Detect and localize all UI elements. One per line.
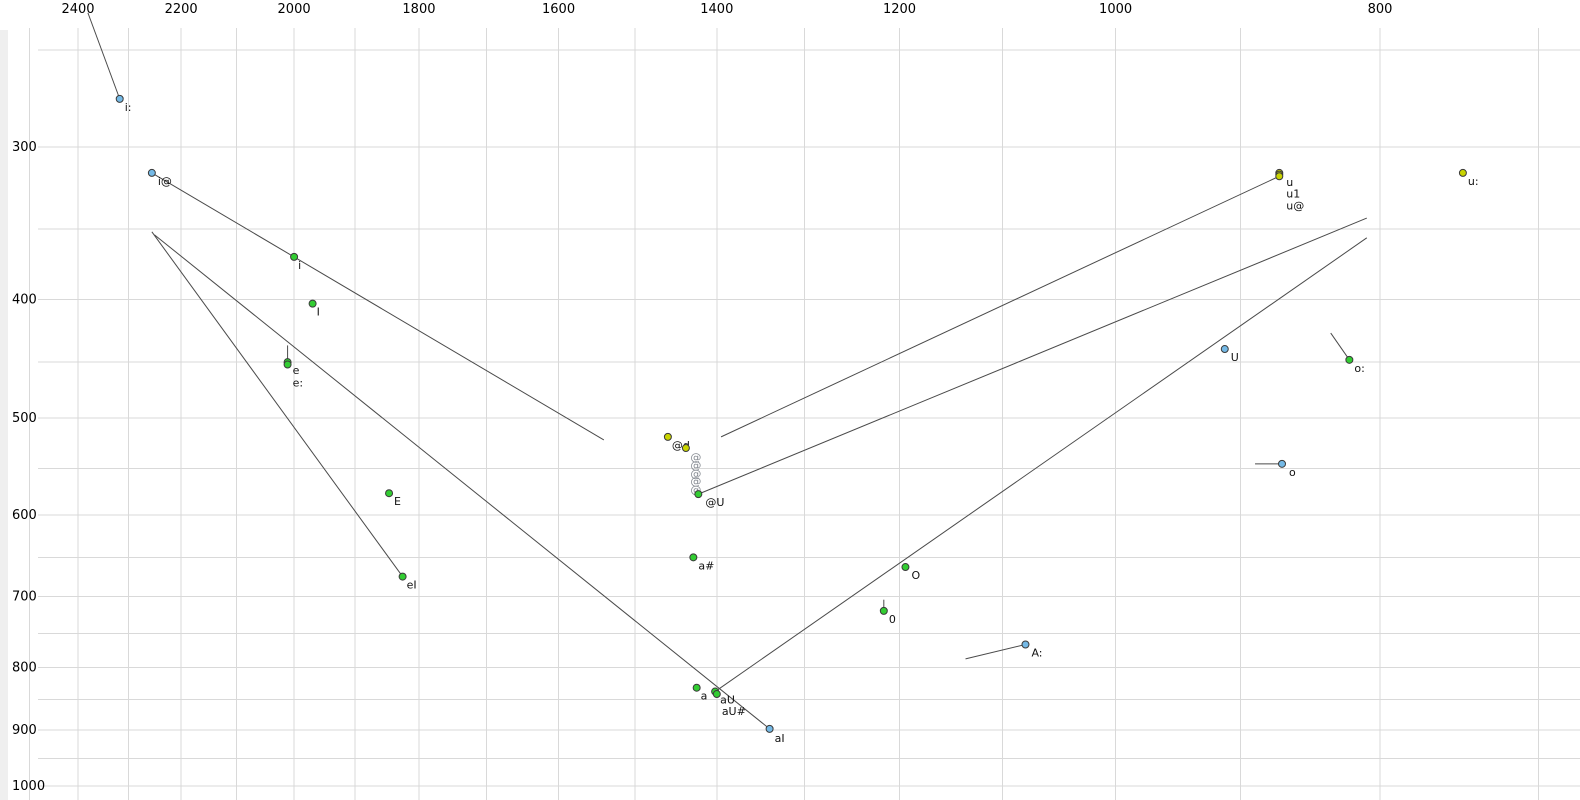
x-axis-tick-label: 2400: [61, 2, 94, 17]
diphthong-tail-aU: [714, 237, 1368, 692]
schwa-token-glyph[interactable]: @: [690, 475, 701, 488]
vowel-point-0[interactable]: [879, 606, 888, 615]
x-axis-tick-label: 1600: [542, 2, 575, 17]
x-axis-tick-label: 1400: [700, 2, 733, 17]
schwa-token-glyph[interactable]: @: [690, 483, 701, 496]
diphthong-tail-A:: [965, 643, 1026, 660]
diphthong-tail-aI: [154, 234, 770, 730]
vowel-point-o:[interactable]: [1345, 355, 1354, 364]
vowel-label-A:: A:: [1031, 646, 1042, 659]
y-axis-tick-label: 900: [12, 723, 37, 738]
x-axis-tick-label: 1000: [1099, 2, 1132, 17]
vowel-point-a#[interactable]: [689, 553, 698, 562]
vowel-label-e:: e:: [293, 377, 303, 390]
vowel-point-aU#[interactable]: [712, 690, 721, 699]
vowel-point-@d[interactable]: [663, 432, 672, 441]
vowel-label-O: O: [911, 569, 920, 582]
vowel-label-I: I: [317, 306, 320, 319]
x-axis-tick-label: 2000: [278, 2, 311, 17]
vowel-point-u:[interactable]: [1458, 168, 1467, 177]
y-axis-tick-label: 400: [12, 293, 37, 308]
y-axis-tick-label: 1000: [12, 779, 45, 794]
vowel-label-aI: aI: [775, 732, 785, 745]
y-axis-tick-label: 500: [12, 411, 37, 426]
vowel-point-e:[interactable]: [283, 360, 292, 369]
diphthong-tail-i@: [151, 172, 605, 441]
vowel-point-u@[interactable]: [1275, 172, 1284, 181]
vowel-point-A:[interactable]: [1021, 640, 1030, 649]
vowel-label-i@: i@: [158, 175, 172, 188]
vowel-label-eI: eI: [407, 579, 417, 592]
vowel-label-u:: u:: [1468, 175, 1479, 188]
vowel-label-u@: u@: [1286, 199, 1304, 212]
vowel-label-a: a: [701, 690, 708, 703]
vowel-label-o: o: [1289, 466, 1296, 479]
vowel-point-a[interactable]: [692, 683, 701, 692]
diphthong-tail-o:: [1330, 332, 1350, 361]
schwa-token-glyph[interactable]: @: [690, 467, 701, 480]
left-gutter: [0, 30, 8, 800]
vowel-label-o:: o:: [1354, 362, 1364, 375]
vowel-point-unlabeled[interactable]: [681, 444, 690, 453]
schwa-token-glyph[interactable]: @: [690, 451, 701, 464]
vowel-point-i@[interactable]: [147, 168, 156, 177]
vowel-label-i:: i:: [125, 101, 132, 114]
vowel-point-i[interactable]: [290, 252, 299, 261]
vowel-label-u1: u1: [1286, 188, 1300, 201]
diphthong-tail-i:: [87, 12, 121, 100]
x-axis-tick-label: 800: [1368, 2, 1393, 17]
vowel-label-a#: a#: [698, 559, 714, 572]
vowel-point-E[interactable]: [385, 489, 394, 498]
vowel-label-aU: aU: [720, 694, 735, 707]
vowel-label-e: e: [293, 364, 300, 377]
vowel-label-0: 0: [889, 613, 896, 626]
x-axis-tick-label: 1800: [402, 2, 435, 17]
vowel-label-@U: @U: [705, 496, 724, 509]
diphthong-tail-@U: [698, 217, 1367, 495]
y-axis-tick-label: 300: [12, 140, 37, 155]
schwa-token-glyph[interactable]: @: [690, 459, 701, 472]
vowel-point-eI[interactable]: [398, 572, 407, 581]
vowel-point-U[interactable]: [1220, 345, 1229, 354]
vowel-label-aU#: aU#: [722, 705, 746, 718]
vowel-point-i:[interactable]: [115, 94, 124, 103]
y-axis-tick-label: 700: [12, 590, 37, 605]
vowel-label-u: u: [1286, 176, 1293, 189]
vowel-point-O[interactable]: [901, 563, 910, 572]
x-axis-tick-label: 2200: [165, 2, 198, 17]
vowel-label-E: E: [394, 495, 401, 508]
diphthong-tail-u@: [720, 175, 1280, 438]
x-axis-tick-label: 1200: [883, 2, 916, 17]
y-axis-tick-label: 600: [12, 508, 37, 523]
vowel-label-U: U: [1231, 351, 1239, 364]
vowel-point-aI[interactable]: [765, 724, 774, 733]
vowel-point-o[interactable]: [1278, 459, 1287, 468]
y-axis-tick-label: 800: [12, 661, 37, 676]
vowel-point-@U[interactable]: [694, 490, 703, 499]
diphthong-tail-eI: [151, 231, 404, 577]
vowel-point-I[interactable]: [308, 299, 317, 308]
vowel-label-i: i: [298, 259, 301, 272]
